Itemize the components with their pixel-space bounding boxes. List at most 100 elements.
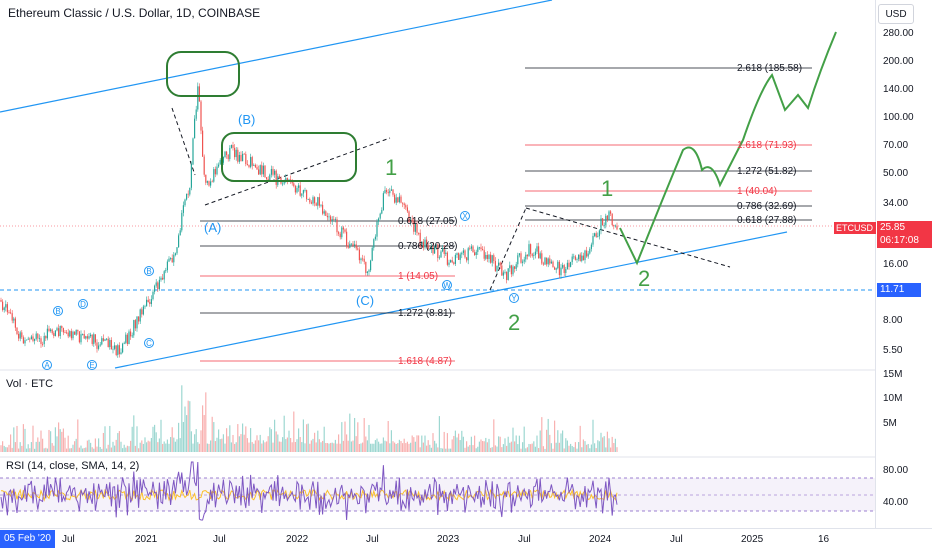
volume-bar <box>80 445 82 452</box>
volume-bar <box>267 436 269 452</box>
candle-body <box>266 177 268 180</box>
volume-bar <box>616 447 618 452</box>
volume-bar <box>512 427 514 452</box>
candle-body <box>115 345 117 356</box>
volume-bar <box>510 441 512 452</box>
candle-body <box>365 261 367 273</box>
candle-body <box>467 248 469 261</box>
fib-label: 0.618 (27.05) <box>398 216 458 227</box>
volume-bar <box>286 437 288 452</box>
candle-body <box>363 258 365 262</box>
volume-bar <box>533 441 535 452</box>
candle-body <box>120 352 122 355</box>
volume-bar <box>344 421 346 452</box>
volume-bar <box>405 443 407 452</box>
volume-bar <box>40 430 42 452</box>
volume-bar <box>531 443 533 452</box>
volume-bar <box>110 447 112 452</box>
currency-button[interactable]: USD <box>878 4 914 24</box>
candle-body <box>173 254 175 263</box>
chart-area[interactable]: 0.618 (27.05) 0.786 (20.28) 1 (14.05) 1.… <box>0 0 875 528</box>
candle-body <box>522 261 524 263</box>
candle-body <box>613 225 615 227</box>
volume-bar <box>278 441 280 452</box>
volume-bar <box>45 447 47 452</box>
volume-bar <box>179 438 181 452</box>
volume-bar <box>373 443 375 452</box>
volume-bar <box>253 443 255 452</box>
wave-label: 1 <box>385 155 397 180</box>
candle-body <box>533 255 535 256</box>
volume-bar <box>454 430 456 452</box>
volume-bar <box>75 438 77 452</box>
price-axis[interactable] <box>875 0 932 528</box>
volume-bar <box>136 426 138 452</box>
candle-body <box>182 205 184 213</box>
volume-bar <box>74 441 76 452</box>
candle-body <box>448 262 450 265</box>
candle-body <box>211 181 213 183</box>
candle-body <box>416 223 418 233</box>
candle-body <box>243 153 245 155</box>
volume-bar <box>381 443 383 452</box>
candle-body <box>46 328 48 339</box>
volume-bar <box>269 427 271 452</box>
volume-bar <box>270 429 272 452</box>
volume-bar <box>141 440 143 452</box>
candle-body <box>195 109 197 119</box>
candle-body <box>293 183 295 187</box>
candle-body <box>168 258 170 262</box>
time-axis[interactable] <box>0 528 932 551</box>
volume-bar <box>522 442 524 452</box>
candle-body <box>126 334 128 345</box>
volume-bar <box>242 423 244 452</box>
candle-body <box>283 181 285 184</box>
dashed-wave-line <box>525 207 731 268</box>
volume-bar <box>210 440 212 452</box>
price-tick: 8.00 <box>883 315 903 326</box>
candle-body <box>237 149 239 162</box>
candle-body <box>498 262 500 266</box>
candle-body <box>75 329 77 335</box>
volume-bar <box>413 437 415 452</box>
candle-body <box>315 203 317 206</box>
volume-bar <box>322 440 324 452</box>
volume-bar <box>482 441 484 452</box>
candle-body <box>352 243 354 246</box>
candle-body <box>267 179 269 181</box>
candle-body <box>13 318 15 321</box>
volume-bar <box>219 439 221 452</box>
candle-body <box>437 244 439 259</box>
candle-body <box>592 235 594 245</box>
candle-body <box>24 340 26 344</box>
volume-bar <box>306 424 308 452</box>
candle-body <box>2 301 4 310</box>
candle-body <box>517 255 519 265</box>
candle-body <box>462 250 464 253</box>
volume-bar <box>50 431 52 452</box>
candle-body <box>298 185 300 188</box>
volume-bar <box>133 415 135 452</box>
volume-bar <box>467 446 469 452</box>
candle-body <box>536 246 538 252</box>
volume-bar <box>525 448 527 452</box>
candle-body <box>397 197 399 203</box>
volume-bar <box>285 439 287 452</box>
volume-bar <box>240 434 242 452</box>
candle-body <box>93 334 95 344</box>
volume-bar <box>325 442 327 452</box>
candle-body <box>133 320 135 336</box>
volume-bar <box>422 442 424 452</box>
candle-body <box>259 165 261 175</box>
volume-bar <box>342 440 344 452</box>
candle-body <box>162 277 164 280</box>
candle-body <box>14 318 16 328</box>
candle-body <box>107 338 109 347</box>
candle-body <box>198 86 200 102</box>
candle-body <box>189 187 191 195</box>
price-tick: 5.50 <box>883 345 903 356</box>
candle-body <box>432 246 434 254</box>
countdown-badge: 06:17:08 <box>877 234 932 248</box>
volume-bar <box>352 440 354 452</box>
candle-body <box>531 253 533 256</box>
